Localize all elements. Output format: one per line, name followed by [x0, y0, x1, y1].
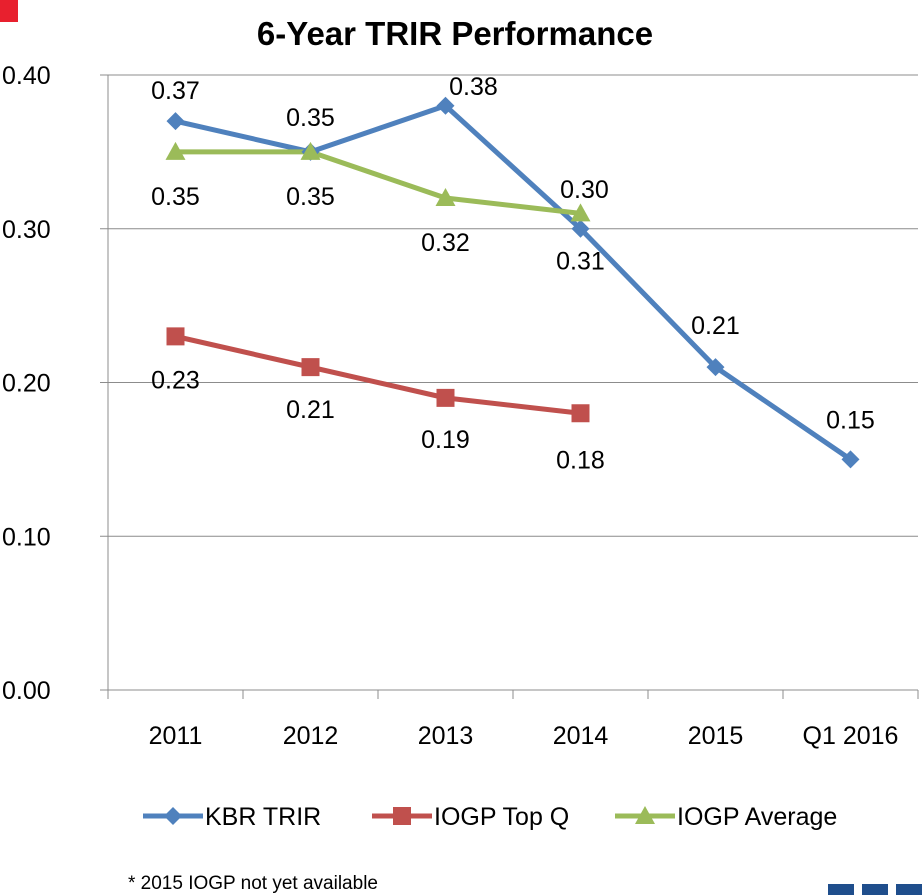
y-tick-label: 0.10	[2, 523, 51, 551]
iogp-top-q-data-label: 0.19	[421, 426, 470, 454]
iogp-average-point	[300, 141, 321, 160]
legend-marker	[635, 806, 655, 824]
footnote: * 2015 IOGP not yet available	[128, 873, 378, 894]
iogp-top-q-point	[571, 404, 590, 423]
chart-title: 6-Year TRIR Performance	[257, 15, 653, 52]
kbr-trir-point	[706, 358, 725, 377]
x-tick-label: 2015	[688, 722, 744, 750]
iogp-average-line	[175, 149, 581, 216]
brand-accent-bar	[0, 0, 18, 22]
kbr-logo	[828, 884, 923, 895]
y-tick-label: 0.40	[2, 62, 51, 90]
kbr-trir-point	[571, 219, 590, 238]
iogp-average-data-label: 0.32	[421, 229, 470, 257]
kbr-trir-data-label: 0.37	[151, 77, 200, 105]
kbr-trir-data-label: 0.35	[286, 104, 335, 132]
kbr-trir-data-label: 0.38	[449, 73, 498, 101]
iogp-top-q-data-label: 0.18	[556, 446, 605, 474]
iogp-top-q-point	[436, 388, 455, 407]
iogp-top-q-point	[301, 358, 320, 377]
kbr-trir-point	[841, 450, 860, 469]
x-tick-label: 2011	[149, 722, 203, 750]
legend-label: IOGP Average	[677, 803, 837, 831]
y-tick-label: 0.30	[2, 216, 51, 244]
kbr-trir-data-label: 0.30	[560, 176, 609, 204]
x-tick-label: Q1 2016	[803, 722, 899, 750]
kbr-trir-data-label: 0.21	[691, 312, 740, 340]
legend-label: IOGP Top Q	[434, 803, 569, 831]
iogp-top-q-data-label: 0.23	[151, 366, 200, 394]
kbr-trir-data-label: 0.15	[826, 406, 875, 434]
legend-marker	[393, 807, 411, 825]
kbr-trir-point	[436, 96, 455, 115]
kbr-trir-line	[174, 103, 852, 462]
iogp-top-q-data-label: 0.21	[286, 396, 335, 424]
legend-label: KBR TRIR	[205, 803, 321, 831]
iogp-average-data-label: 0.31	[556, 247, 605, 275]
iogp-top-q-point	[166, 327, 185, 346]
legend-marker	[164, 807, 182, 825]
iogp-average-point	[165, 141, 186, 160]
x-tick-label: 2012	[283, 722, 339, 750]
x-tick-label: 2014	[553, 722, 609, 750]
x-tick-label: 2013	[418, 722, 474, 750]
iogp-average-data-label: 0.35	[286, 183, 335, 211]
y-tick-label: 0.20	[2, 370, 51, 398]
iogp-average-data-label: 0.35	[151, 183, 200, 211]
iogp-top-q-line	[174, 333, 581, 416]
iogp-average-point	[435, 188, 456, 206]
y-tick-label: 0.00	[2, 677, 51, 705]
iogp-average-point	[570, 203, 591, 222]
kbr-trir-point	[166, 112, 185, 131]
